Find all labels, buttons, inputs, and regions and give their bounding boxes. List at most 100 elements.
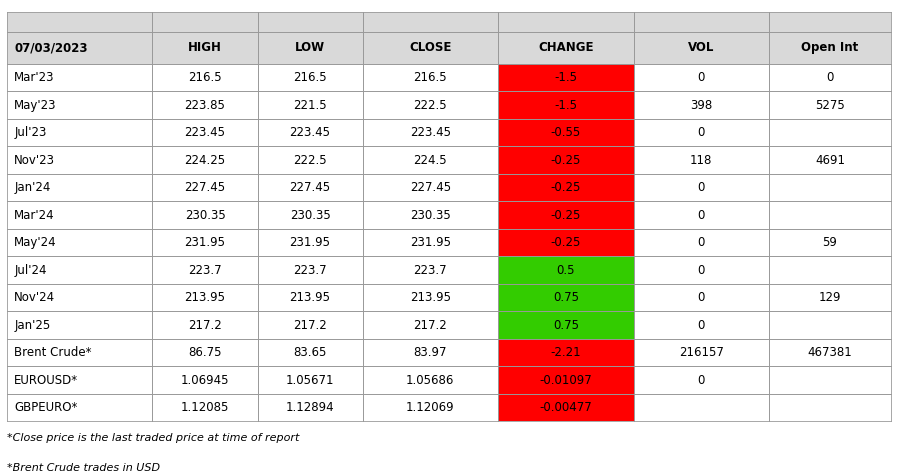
Text: 217.2: 217.2 — [294, 319, 327, 332]
Text: 0.75: 0.75 — [553, 291, 579, 304]
Text: 0: 0 — [698, 209, 705, 222]
Text: 0: 0 — [698, 236, 705, 249]
Bar — [7, 91, 153, 119]
Text: LOW: LOW — [295, 41, 325, 55]
Text: 129: 129 — [819, 291, 841, 304]
Text: 0: 0 — [698, 71, 705, 84]
Text: 216.5: 216.5 — [189, 71, 222, 84]
Bar — [258, 366, 363, 394]
Text: 217.2: 217.2 — [413, 319, 447, 332]
Bar — [258, 229, 363, 256]
Bar — [258, 64, 363, 91]
Text: 224.25: 224.25 — [184, 154, 225, 167]
Text: 217.2: 217.2 — [189, 319, 222, 332]
Bar — [258, 311, 363, 339]
Bar — [769, 284, 891, 311]
Bar — [363, 32, 498, 64]
Text: 83.97: 83.97 — [414, 346, 447, 359]
Text: -1.5: -1.5 — [554, 71, 577, 84]
Bar — [363, 339, 498, 366]
Bar — [769, 12, 891, 32]
Text: 07/03/2023: 07/03/2023 — [14, 41, 88, 55]
Bar — [153, 146, 258, 174]
Bar — [498, 174, 634, 201]
Bar — [498, 12, 634, 32]
Text: 4691: 4691 — [815, 154, 845, 167]
Text: 223.7: 223.7 — [294, 264, 327, 277]
Bar — [7, 12, 153, 32]
Bar — [634, 119, 769, 146]
Text: 0.5: 0.5 — [557, 264, 575, 277]
Bar — [363, 64, 498, 91]
Bar — [769, 256, 891, 284]
Text: 230.35: 230.35 — [410, 209, 451, 222]
Text: 231.95: 231.95 — [289, 236, 330, 249]
Text: *Close price is the last traded price at time of report: *Close price is the last traded price at… — [7, 433, 300, 443]
Text: Jan'24: Jan'24 — [14, 181, 51, 194]
Bar — [634, 146, 769, 174]
Bar — [769, 339, 891, 366]
Bar — [153, 91, 258, 119]
Text: 223.45: 223.45 — [184, 126, 225, 139]
Text: 227.45: 227.45 — [289, 181, 330, 194]
Text: 0: 0 — [698, 291, 705, 304]
Bar — [363, 311, 498, 339]
Text: May'23: May'23 — [14, 99, 57, 112]
Text: 0: 0 — [698, 319, 705, 332]
Bar — [258, 32, 363, 64]
Bar — [634, 91, 769, 119]
Bar — [7, 256, 153, 284]
Text: 1.05671: 1.05671 — [286, 374, 334, 387]
Bar — [634, 284, 769, 311]
Bar — [258, 339, 363, 366]
Bar — [153, 284, 258, 311]
Text: 227.45: 227.45 — [409, 181, 451, 194]
Bar — [258, 146, 363, 174]
Text: 231.95: 231.95 — [184, 236, 225, 249]
Text: Open Int: Open Int — [801, 41, 858, 55]
Bar — [258, 201, 363, 229]
Text: 5275: 5275 — [815, 99, 845, 112]
Bar — [153, 256, 258, 284]
Text: 118: 118 — [691, 154, 712, 167]
Bar — [153, 201, 258, 229]
Bar — [769, 201, 891, 229]
Bar — [634, 201, 769, 229]
Bar — [7, 311, 153, 339]
Bar — [7, 146, 153, 174]
Bar — [363, 146, 498, 174]
Text: 227.45: 227.45 — [184, 181, 225, 194]
Bar — [498, 32, 634, 64]
Text: 213.95: 213.95 — [184, 291, 225, 304]
Text: 1.12069: 1.12069 — [406, 401, 454, 414]
Text: -1.5: -1.5 — [554, 99, 577, 112]
Text: 213.95: 213.95 — [409, 291, 451, 304]
Bar — [769, 32, 891, 64]
Text: 222.5: 222.5 — [294, 154, 327, 167]
Bar — [7, 366, 153, 394]
Bar — [634, 394, 769, 421]
Bar — [769, 174, 891, 201]
Bar — [153, 32, 258, 64]
Text: VOL: VOL — [688, 41, 715, 55]
Bar — [363, 174, 498, 201]
Text: 224.5: 224.5 — [414, 154, 447, 167]
Text: -0.55: -0.55 — [550, 126, 581, 139]
Bar — [634, 12, 769, 32]
Text: 223.45: 223.45 — [409, 126, 451, 139]
Bar — [7, 229, 153, 256]
Text: 398: 398 — [691, 99, 712, 112]
Bar — [769, 91, 891, 119]
Bar — [153, 339, 258, 366]
Bar — [634, 339, 769, 366]
Text: 223.45: 223.45 — [289, 126, 330, 139]
Bar — [258, 12, 363, 32]
Text: 0: 0 — [698, 126, 705, 139]
Text: Nov'23: Nov'23 — [14, 154, 56, 167]
Bar — [363, 256, 498, 284]
Text: 213.95: 213.95 — [289, 291, 330, 304]
Bar — [363, 284, 498, 311]
Bar — [258, 394, 363, 421]
Bar — [769, 119, 891, 146]
Bar — [634, 32, 769, 64]
